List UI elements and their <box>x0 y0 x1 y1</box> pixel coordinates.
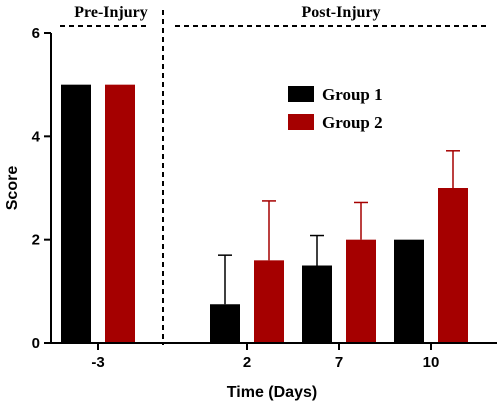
error-bars-layer <box>218 150 460 305</box>
bar-group-1-day-2 <box>210 304 240 343</box>
bar-group-2-day-10 <box>438 188 468 343</box>
y-tick-label: 6 <box>32 25 40 42</box>
plot-area: Pre-Injury Post-Injury <box>60 4 486 345</box>
x-tick-label: 2 <box>243 354 251 371</box>
legend-label: Group 2 <box>322 113 383 132</box>
phase-label-pre-injury: Pre-Injury <box>74 4 147 21</box>
y-axis-title: Score <box>4 166 21 211</box>
x-axis: -3 2 7 10 Time (Days) <box>50 342 497 401</box>
bar-group-2-day--3 <box>105 84 135 344</box>
y-tick-label: 2 <box>32 232 40 249</box>
x-tick-label: -3 <box>91 354 104 371</box>
phase-label-post-injury: Post-Injury <box>301 4 380 21</box>
y-ticks: 0 2 4 6 <box>32 25 51 352</box>
x-axis-title: Time (Days) <box>227 384 317 401</box>
bars-layer <box>61 84 468 344</box>
bar-group-2-day-7 <box>346 239 376 343</box>
bar-group-1-day-7 <box>302 265 332 343</box>
bar-group-2-day-2 <box>254 260 284 343</box>
x-tick-label: 10 <box>423 354 440 371</box>
x-tick-label: 7 <box>335 354 343 371</box>
y-tick-label: 0 <box>32 335 40 352</box>
legend-label: Group 1 <box>322 85 383 104</box>
legend-swatch <box>288 86 314 102</box>
legend-swatch <box>288 114 314 130</box>
legend: Group 1 Group 2 <box>288 85 383 132</box>
y-axis: 0 2 4 6 Score <box>4 25 52 352</box>
bar-group-1-day--3 <box>61 84 91 344</box>
y-tick-label: 4 <box>32 128 41 145</box>
bar-group-1-day-10 <box>394 239 424 343</box>
x-ticks: -3 2 7 10 <box>91 343 439 371</box>
